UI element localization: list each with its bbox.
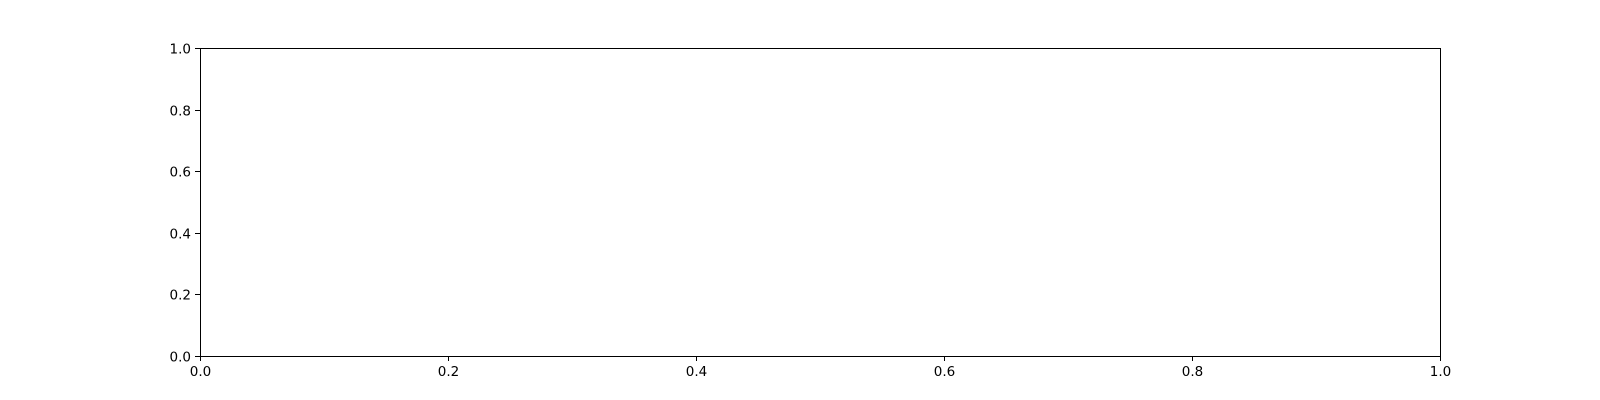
plot-area: [200, 48, 1440, 356]
y-axis: 0.0 0.2 0.4 0.6 0.8 1.0: [170, 42, 200, 366]
axes-frame: [200, 48, 1441, 357]
y-tick-label: 0.8: [170, 104, 191, 120]
y-tick-label: 0.2: [170, 288, 191, 304]
y-tick-label: 1.0: [170, 42, 191, 58]
x-tick-label: 1.0: [1430, 364, 1451, 380]
x-tick-label: 0.8: [1182, 364, 1203, 380]
y-tick-label: 0.0: [170, 350, 191, 366]
x-tick-label: 0.0: [190, 364, 211, 380]
y-tick-label: 0.4: [170, 227, 191, 243]
x-axis: 0.0 0.2 0.4 0.6 0.8 1.0: [190, 356, 1451, 380]
x-tick-label: 0.4: [686, 364, 707, 380]
x-tick-label: 0.6: [934, 364, 955, 380]
y-tick-label: 0.6: [170, 165, 191, 181]
x-tick-label: 0.2: [438, 364, 459, 380]
